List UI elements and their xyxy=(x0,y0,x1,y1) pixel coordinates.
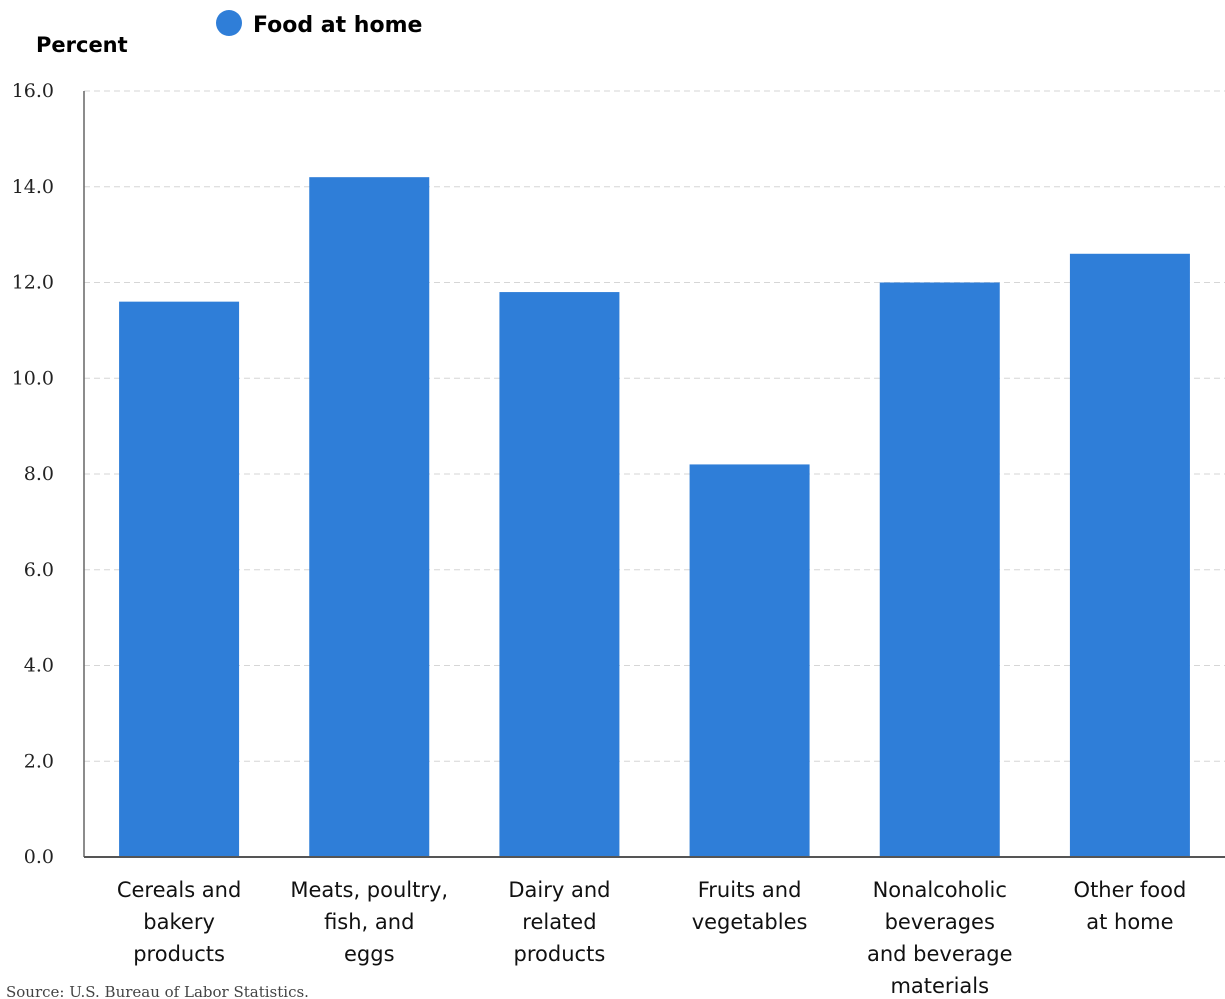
axes xyxy=(83,91,1225,858)
x-category-label: Cereals and bakery products xyxy=(117,878,242,966)
x-category-label: Other food at home xyxy=(1074,878,1187,934)
x-category-label: Fruits and vegetables xyxy=(692,878,808,934)
y-axis-title: Percent xyxy=(36,33,128,57)
x-category-labels: Cereals and bakery products Meats, poultry,… xyxy=(117,878,1186,998)
bar[interactable] xyxy=(689,464,810,857)
legend[interactable]: Food at home xyxy=(216,10,422,38)
y-tick-label: 12.0 xyxy=(12,272,54,294)
grid-lines xyxy=(84,90,1225,762)
y-tick-label: 4.0 xyxy=(24,655,54,677)
legend-marker xyxy=(216,10,242,36)
y-tick-labels: 0.0 2.0 4.0 6.0 8.0 10.0 12.0 14.0 16.0 xyxy=(12,80,54,868)
y-tick-label: 10.0 xyxy=(12,367,54,389)
legend-label: Food at home xyxy=(253,13,422,38)
y-tick-label: 2.0 xyxy=(24,750,54,772)
bar[interactable] xyxy=(309,177,430,858)
source-note: Source: U.S. Bureau of Labor Statistics. xyxy=(6,983,309,999)
y-tick-label: 6.0 xyxy=(24,559,54,581)
x-category-label: Meats, poultry, fish, and eggs xyxy=(290,878,448,966)
y-tick-label: 14.0 xyxy=(12,176,54,198)
x-category-label: Nonalcoholic beverages and beverage materia… xyxy=(867,878,1013,998)
y-tick-label: 0.0 xyxy=(24,846,54,868)
bar[interactable] xyxy=(1069,253,1190,857)
bar[interactable] xyxy=(119,301,240,857)
bar[interactable] xyxy=(499,292,620,857)
bar[interactable] xyxy=(879,282,1000,858)
y-tick-label: 8.0 xyxy=(24,463,54,485)
y-tick-label: 16.0 xyxy=(12,80,54,102)
bars xyxy=(119,177,1190,858)
x-category-label: Dairy and related products xyxy=(508,878,610,966)
